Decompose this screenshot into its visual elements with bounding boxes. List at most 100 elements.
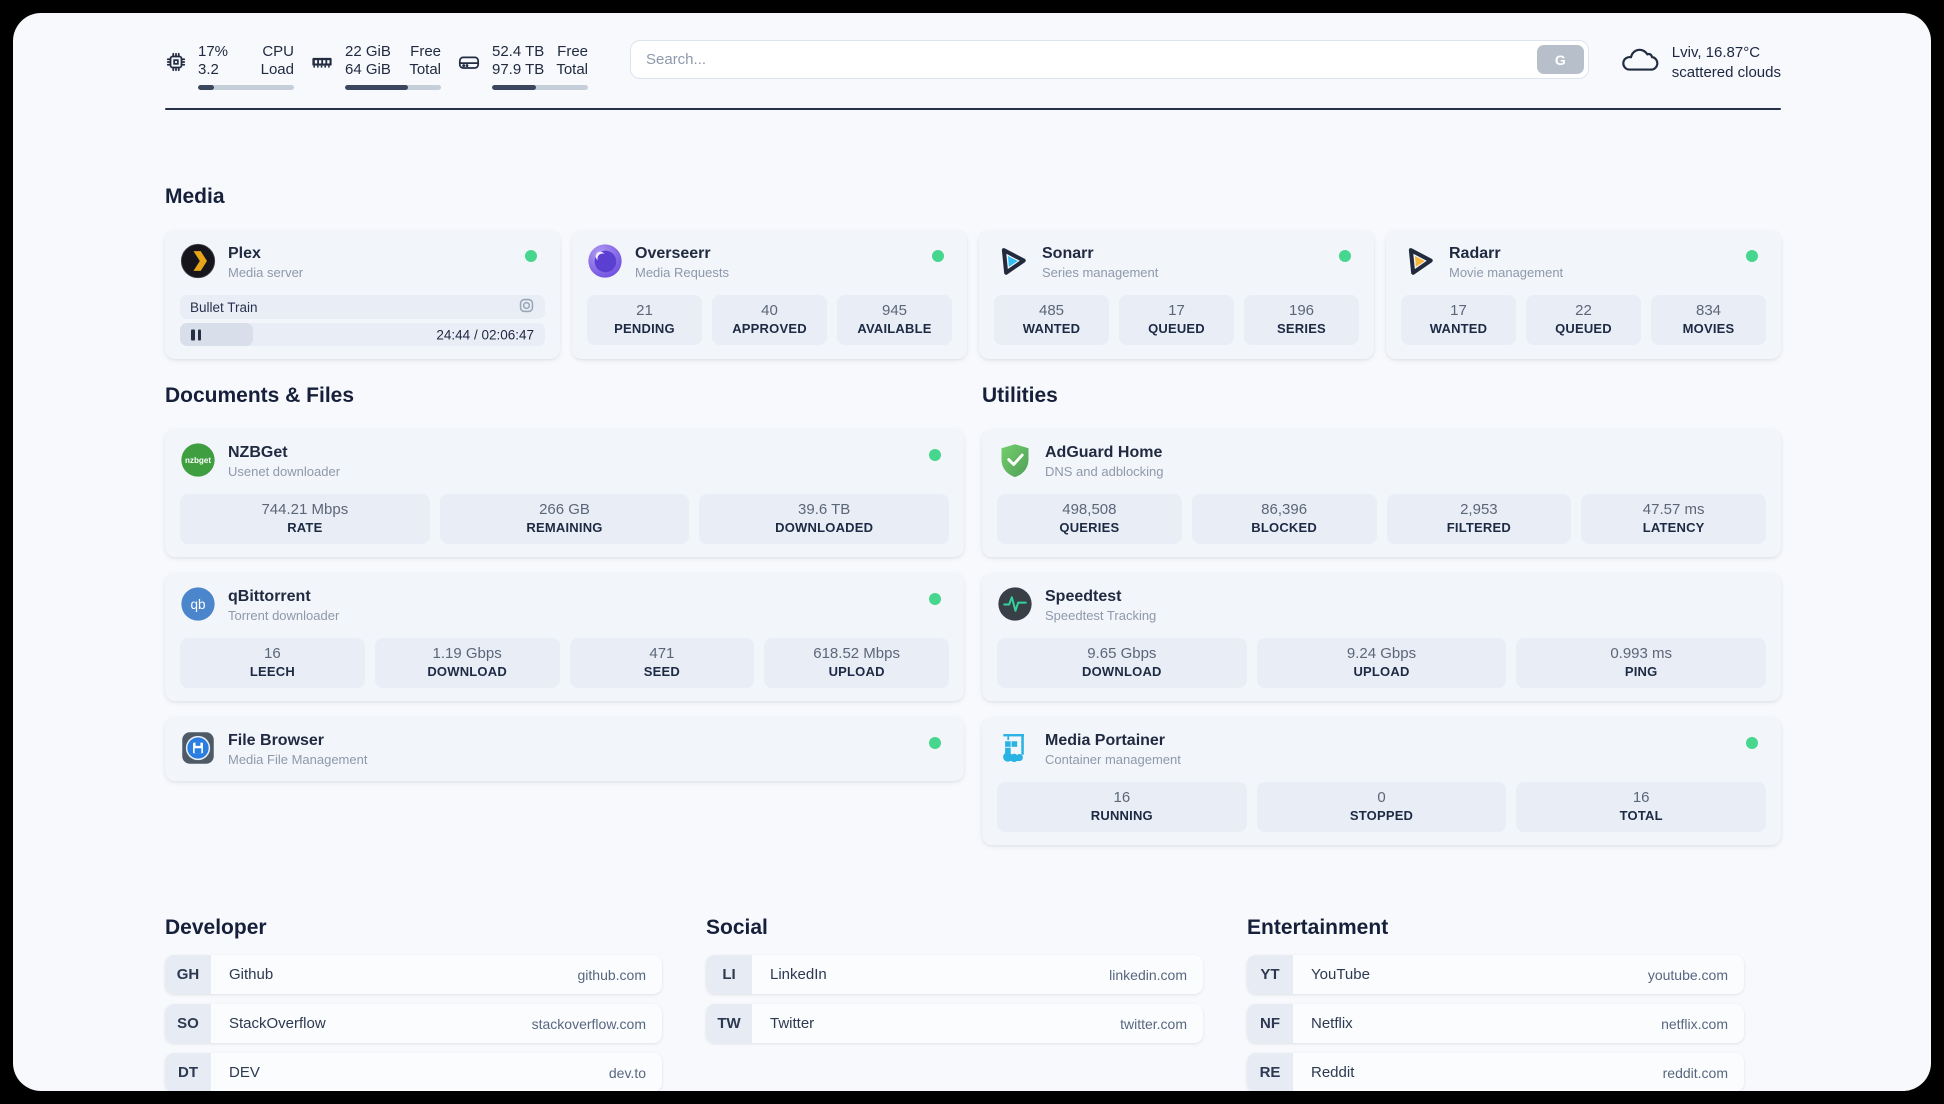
stat-pending: 21 PENDING [587, 295, 702, 345]
search-engine-button[interactable]: G [1536, 45, 1584, 74]
app-description: Media File Management [228, 752, 368, 767]
cpu-value: 17% [198, 43, 229, 60]
link-url: linkedin.com [1109, 966, 1187, 983]
search-bar: G [630, 40, 1589, 79]
status-dot [525, 250, 537, 262]
section-title-utilities: Utilities [982, 384, 1058, 407]
stat-wanted: 17 WANTED [1401, 295, 1516, 345]
disk-free-value: 52.4 TB [492, 43, 545, 60]
section-title-media: Media [165, 185, 225, 208]
app-card-plex[interactable]: Plex Media server Bullet Train 24:44 / 0… [165, 230, 560, 359]
disk-progressbar [492, 85, 588, 90]
link-twitter[interactable]: TW Twitter twitter.com [706, 1004, 1203, 1043]
cpu-widget: 17% CPU 3.2 Load [165, 43, 294, 90]
app-card-nzbget[interactable]: nzbget NZBGet Usenet downloader 744.21 M… [165, 429, 964, 557]
app-card-adguard[interactable]: AdGuard Home DNS and adblocking 498,508 … [982, 429, 1781, 557]
app-description: Movie management [1449, 265, 1564, 280]
link-badge: RE [1247, 1053, 1293, 1091]
overseerr-icon [587, 243, 623, 279]
stat-downloaded: 39.6 TB DOWNLOADED [699, 494, 950, 544]
disk-free-label: Free [557, 43, 588, 60]
nzbget-icon: nzbget [180, 442, 216, 478]
disk-widget: 52.4 TB Free 97.9 TB Total [457, 43, 588, 90]
memory-total-label: Total [409, 61, 441, 78]
app-card-overseerr[interactable]: Overseerr Media Requests 21 PENDING 40 A… [572, 230, 967, 359]
svg-text:qb: qb [190, 597, 205, 612]
link-netflix[interactable]: NF Netflix netflix.com [1247, 1004, 1744, 1043]
status-dot [1339, 250, 1351, 262]
svg-text:nzbget: nzbget [185, 456, 211, 465]
link-stackoverflow[interactable]: SO StackOverflow stackoverflow.com [165, 1004, 662, 1043]
app-name: Sonarr [1042, 245, 1094, 262]
cloud-icon [1619, 45, 1659, 81]
media-grid: Plex Media server Bullet Train 24:44 / 0… [165, 230, 1781, 359]
utilities-column: Utilities AdGuard Home DNS and [982, 359, 1781, 845]
app-name: Plex [228, 245, 261, 262]
link-linkedin[interactable]: LI LinkedIn linkedin.com [706, 955, 1203, 994]
app-name: File Browser [228, 732, 325, 749]
link-url: netflix.com [1661, 1015, 1728, 1032]
search-input[interactable] [630, 40, 1589, 79]
stat-queued: 17 QUEUED [1119, 295, 1234, 345]
link-dev[interactable]: DT DEV dev.to [165, 1053, 662, 1091]
developer-column: Developer GH Github github.com SO StackO… [165, 915, 662, 1091]
now-playing-title: Bullet Train [190, 299, 258, 315]
link-badge: SO [165, 1004, 211, 1043]
app-card-radarr[interactable]: Radarr Movie management 17 WANTED 22 QUE… [1386, 230, 1781, 359]
dashboard-panel: 17% CPU 3.2 Load 22 GiB Free 64 GiB Total [13, 13, 1931, 1091]
link-name: Netflix [1311, 1015, 1353, 1032]
app-card-filebrowser[interactable]: File Browser Media File Management [165, 717, 964, 781]
link-badge: TW [706, 1004, 752, 1043]
app-description: Speedtest Tracking [1045, 608, 1157, 623]
app-name: Speedtest [1045, 588, 1122, 605]
status-dot [1746, 250, 1758, 262]
link-name: Github [229, 966, 274, 983]
app-name: Media Portainer [1045, 732, 1166, 749]
stat-stopped: 0 STOPPED [1256, 782, 1507, 832]
app-name: Overseerr [635, 245, 711, 262]
app-card-portainer[interactable]: Media Portainer Container management 16 … [982, 717, 1781, 845]
weather-location: Lviv, 16.87°C [1671, 44, 1761, 61]
stat-wanted: 485 WANTED [994, 295, 1109, 345]
status-dot [929, 449, 941, 461]
link-name: StackOverflow [229, 1015, 326, 1032]
section-title-documents: Documents & Files [165, 384, 355, 407]
app-description: Torrent downloader [228, 608, 340, 623]
bookmarks-area: Developer GH Github github.com SO StackO… [165, 915, 1781, 1091]
stat-remaining: 266 GB REMAINING [439, 494, 690, 544]
link-badge: DT [165, 1053, 211, 1091]
cpu-load-value: 3.2 [198, 61, 219, 78]
now-playing-row: Bullet Train [180, 295, 545, 319]
stat-approved: 40 APPROVED [712, 295, 827, 345]
link-url: stackoverflow.com [531, 1015, 646, 1032]
weather-widget: Lviv, 16.87°C scattered clouds [1619, 43, 1781, 83]
cpu-progressbar [198, 85, 294, 90]
status-dot [929, 737, 941, 749]
memory-free-label: Free [410, 43, 441, 60]
stat-ping: 0.993 ms PING [1516, 638, 1767, 688]
stat-seed: 471 SEED [569, 638, 755, 688]
app-card-qbittorrent[interactable]: qb qBittorrent Torrent downloader 16 LEE… [165, 573, 964, 701]
link-youtube[interactable]: YT YouTube youtube.com [1247, 955, 1744, 994]
link-reddit[interactable]: RE Reddit reddit.com [1247, 1053, 1744, 1091]
stat-queued: 22 QUEUED [1526, 295, 1641, 345]
pause-button[interactable] [191, 329, 201, 340]
ram-icon [310, 51, 334, 90]
speedtest-icon [997, 586, 1033, 622]
filebrowser-icon [180, 730, 216, 766]
qbittorrent-icon: qb [180, 586, 216, 622]
app-name: Radarr [1449, 245, 1501, 262]
playback-progressbar: 24:44 / 02:06:47 [180, 323, 545, 346]
app-card-speedtest[interactable]: Speedtest Speedtest Tracking 9.65 Gbps D… [982, 573, 1781, 701]
app-card-sonarr[interactable]: Sonarr Series management 485 WANTED 17 Q… [979, 230, 1374, 359]
app-description: Series management [1042, 265, 1159, 280]
entertainment-column: Entertainment YT YouTube youtube.com NF … [1247, 915, 1744, 1091]
stat-available: 945 AVAILABLE [837, 295, 952, 345]
memory-total-value: 64 GiB [345, 61, 391, 78]
link-github[interactable]: GH Github github.com [165, 955, 662, 994]
stat-rate: 744.21 Mbps RATE [180, 494, 430, 544]
disk-total-label: Total [556, 61, 588, 78]
memory-progressbar [345, 85, 441, 90]
status-dot [929, 593, 941, 605]
